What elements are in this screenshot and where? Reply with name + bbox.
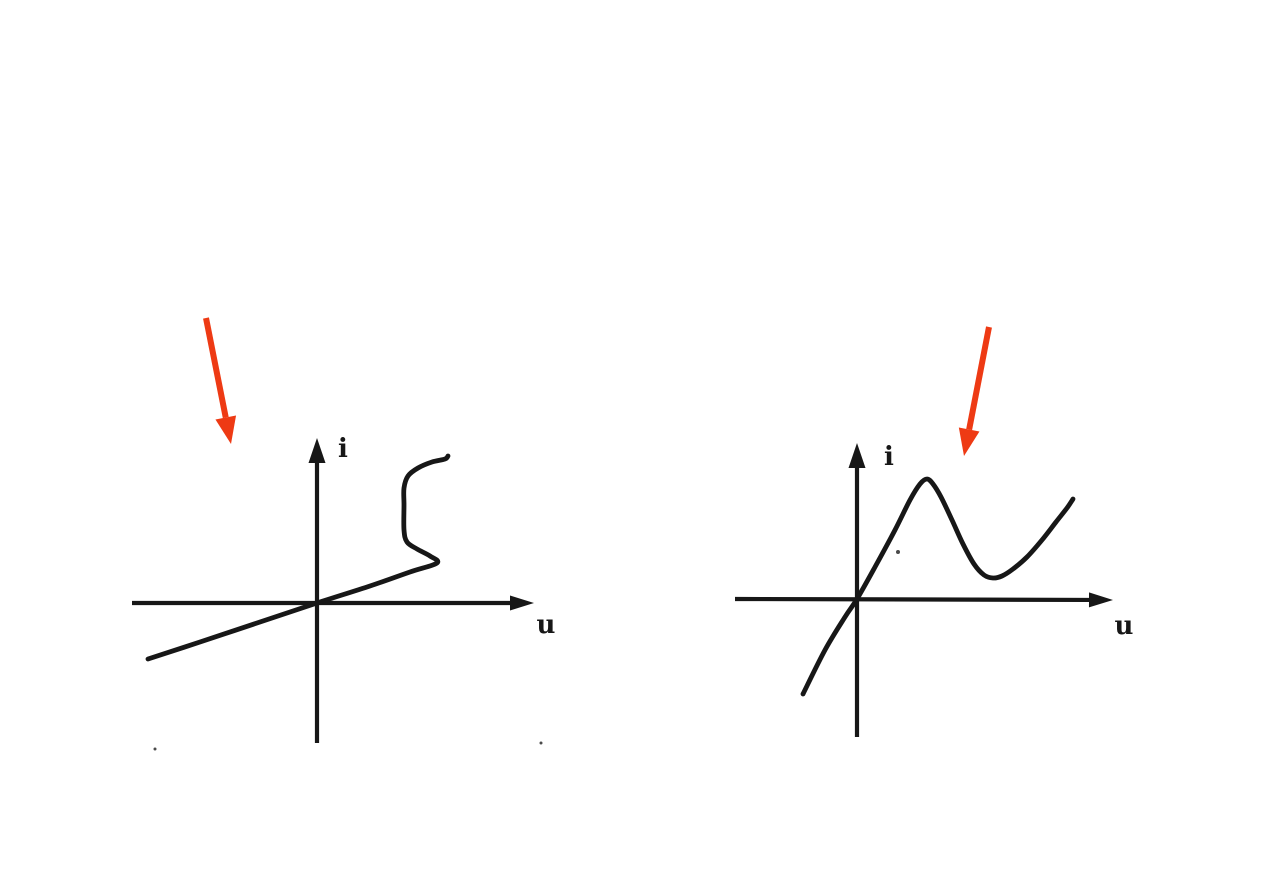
scan-speck <box>153 747 157 751</box>
left-s-type-characteristic-y-axis-head <box>308 438 326 463</box>
left-s-type-characteristic-x-axis-label: u <box>537 610 556 640</box>
right-n-type-characteristic-red-pointer-arrow-head <box>958 427 980 456</box>
right-n-type-characteristic-red-pointer-arrow-shaft <box>966 326 992 431</box>
left-s-type-characteristic-red-pointer-arrow-shaft <box>203 317 229 419</box>
scan-speck <box>539 741 543 745</box>
right-n-type-characteristic-y-axis-label: i <box>884 442 894 472</box>
right-n-type-characteristic-x-axis-label: u <box>1115 611 1134 641</box>
right-n-type-characteristic-curve <box>800 476 1076 697</box>
right-n-type-characteristic-x-axis-shaft <box>734 596 1090 603</box>
left-s-type-characteristic-curve <box>145 453 451 662</box>
scan-speck <box>896 550 900 554</box>
left-s-type-characteristic-x-axis-head <box>510 595 534 611</box>
left-s-type-characteristic-y-axis-label: i <box>338 434 348 464</box>
right-n-type-characteristic-x-axis-head <box>1088 592 1113 608</box>
right-n-type-characteristic-y-axis-head <box>848 443 866 468</box>
left-s-type-characteristic-red-pointer-arrow-head <box>215 415 237 444</box>
